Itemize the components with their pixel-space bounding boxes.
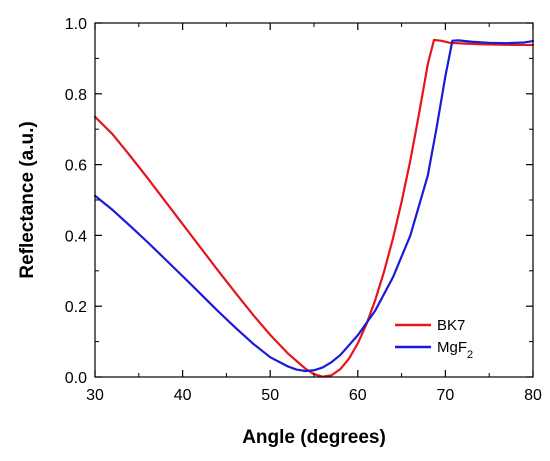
legend-label-subscript: 2	[467, 349, 473, 361]
y-tick-label: 0.2	[65, 299, 87, 316]
legend: BK7 MgF2	[395, 317, 473, 361]
x-tick-label: 40	[174, 387, 192, 404]
x-axis-label: Angle (degrees)	[242, 427, 386, 448]
x-tick-label: 70	[437, 387, 455, 404]
x-tick-label: 50	[261, 387, 279, 404]
y-tick-label: 0.6	[65, 158, 87, 175]
y-axis-label: Reflectance (a.u.)	[17, 121, 38, 278]
y-tick-label: 0.4	[65, 228, 87, 245]
legend-label-text: MgF	[437, 339, 467, 356]
legend-label-mgf2: MgF2	[437, 339, 473, 361]
series-layer	[93, 38, 535, 378]
x-tick-label: 30	[86, 387, 104, 404]
tick-layer: 30 40 50 60 70 80 0.0 0.2 0.4 0.6 0.8 1.0	[65, 16, 542, 404]
y-tick-label: 0.0	[65, 370, 87, 387]
y-tick-label: 0.8	[65, 87, 87, 104]
plot-frame	[94, 22, 534, 378]
y-tick-label: 1.0	[65, 16, 87, 33]
legend-label-bk7: BK7	[437, 317, 465, 334]
x-tick-label: 80	[524, 387, 542, 404]
series-line-bk7	[93, 38, 535, 378]
x-tick-label: 60	[349, 387, 367, 404]
series-line-mgf2	[93, 39, 535, 373]
legend-label-text: BK7	[437, 317, 465, 334]
